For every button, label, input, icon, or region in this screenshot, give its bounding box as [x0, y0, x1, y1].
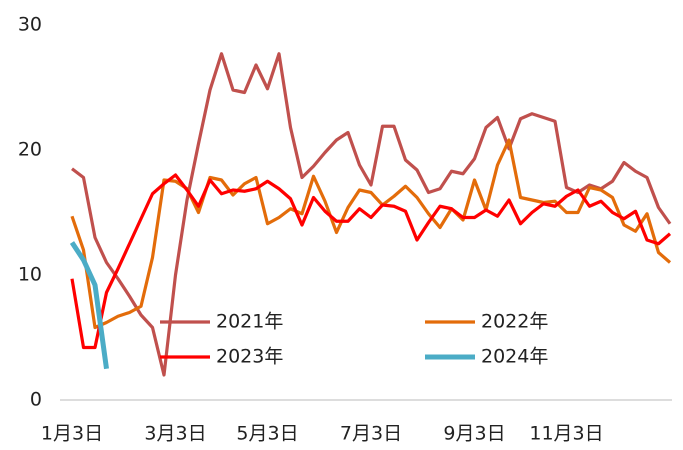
- x-tick-label: 5月3日: [236, 423, 298, 445]
- legend-label: 2023年: [216, 346, 283, 368]
- x-tick-label: 3月3日: [144, 423, 206, 445]
- x-tick-label: 7月3日: [340, 423, 402, 445]
- y-tick-label: 30: [18, 14, 42, 36]
- legend-label: 2022年: [481, 311, 548, 333]
- legend-label: 2021年: [216, 311, 283, 333]
- y-tick-label: 20: [18, 139, 42, 161]
- x-tick-label: 11月3日: [529, 423, 603, 445]
- series-line: [71, 52, 672, 377]
- series-line: [70, 138, 672, 330]
- x-tick-label: 9月3日: [443, 423, 505, 445]
- y-tick-label: 0: [30, 389, 42, 411]
- series-line: [69, 241, 109, 370]
- series-line: [70, 173, 672, 350]
- legend-label: 2024年: [481, 346, 548, 368]
- y-tick-label: 10: [18, 264, 42, 286]
- x-tick-label: 1月3日: [41, 423, 103, 445]
